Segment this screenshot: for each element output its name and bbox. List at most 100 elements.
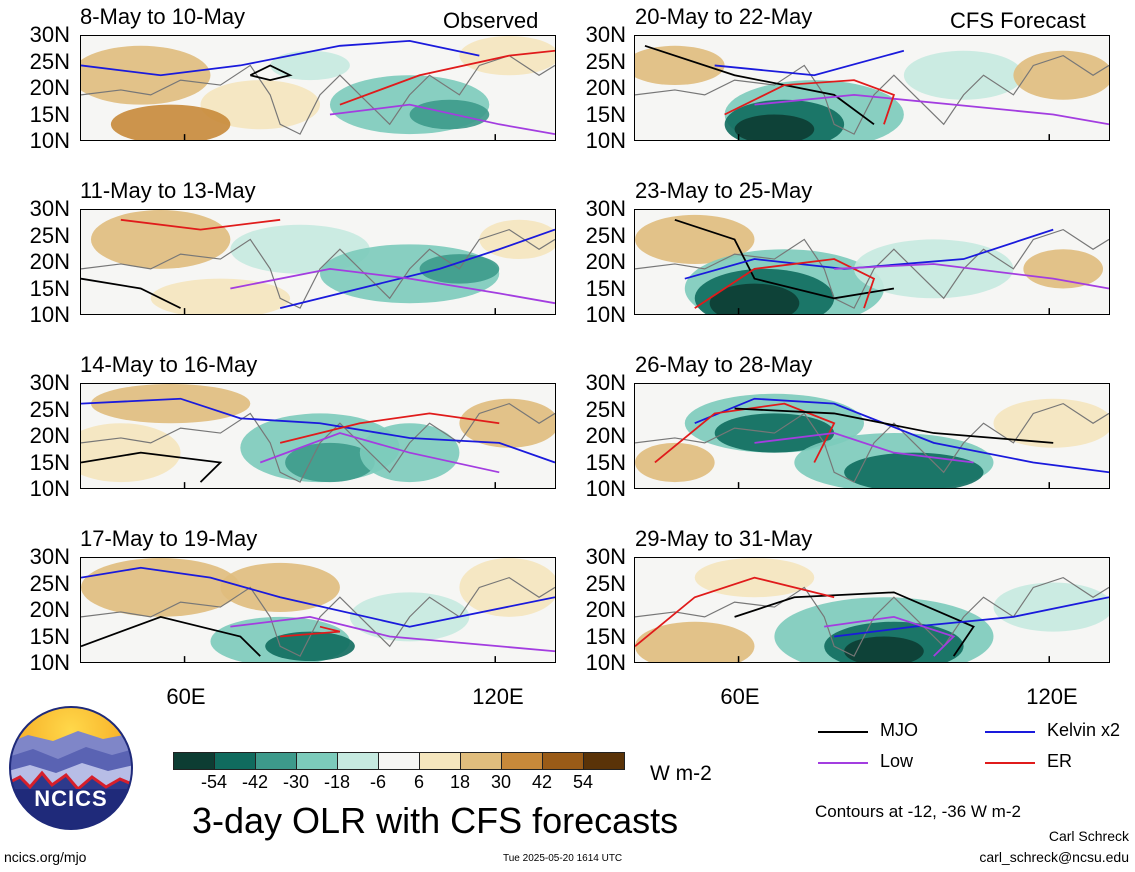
contour-low	[230, 615, 555, 653]
olr-anomaly-area	[635, 45, 725, 86]
contour-mjo	[249, 64, 293, 82]
contour-kelvin-x2	[81, 397, 555, 464]
contour-er	[654, 402, 836, 464]
olr-anomaly-area	[285, 442, 375, 483]
lat-tick-20n-right: 20N	[585, 597, 626, 622]
contour-mjo	[81, 451, 223, 483]
olr-anomaly-area	[220, 562, 340, 612]
lat-tick-10n-right: 10N	[585, 302, 626, 327]
colorbar-label: -42	[241, 772, 268, 792]
colorbar-label: -30	[282, 772, 309, 792]
map-panel-5	[634, 35, 1110, 141]
colorbar-cell	[214, 752, 256, 770]
contour-low	[259, 432, 500, 474]
olr-anomaly-area	[150, 278, 291, 314]
olr-anomaly-area	[734, 114, 815, 140]
coastline	[81, 228, 555, 309]
olr-anomaly-area	[709, 283, 800, 314]
units-label: W m-2	[650, 762, 712, 785]
panel-7-period: 26-May to 28-May	[635, 352, 813, 377]
legend-kelvin-line	[985, 731, 1035, 733]
lat-tick-20n-left: 20N	[29, 75, 70, 100]
lat-tick-15n-right: 15N	[585, 449, 626, 475]
colorbar-cell	[542, 752, 584, 770]
lat-tick-15n-left: 15N	[29, 449, 70, 475]
lat-tick-20n-left: 20N	[29, 249, 70, 274]
lat-tick-10n-left: 10N	[29, 302, 70, 327]
map-panel-2	[80, 209, 556, 315]
contour-er	[635, 576, 835, 647]
olr-map	[635, 384, 1109, 488]
olr-anomaly-area	[90, 384, 251, 424]
panel-3-period: 14-May to 16-May	[80, 352, 258, 377]
olr-map	[635, 558, 1109, 662]
contour-low	[824, 615, 956, 657]
olr-anomaly-area	[110, 104, 231, 140]
lat-tick-10n-left: 10N	[29, 650, 70, 675]
lat-tick-30n-right: 30N	[585, 22, 626, 47]
olr-anomaly-area	[90, 210, 231, 269]
lat-tick-15n-left: 15N	[29, 623, 70, 649]
lat-tick-25n-left: 25N	[29, 48, 70, 74]
olr-anomaly-area	[635, 621, 755, 662]
lat-tick-15n-right: 15N	[585, 623, 626, 649]
contour-low	[754, 93, 1109, 126]
olr-anomaly-area	[903, 50, 1024, 100]
figure-title: 3-day OLR with CFS forecasts	[192, 800, 679, 841]
coastline	[635, 54, 1109, 135]
colorbar-label: 18	[449, 772, 471, 792]
olr-anomaly-area	[81, 423, 181, 483]
observed-label: Observed	[443, 8, 539, 33]
contour-mjo	[81, 277, 181, 309]
lon-tick-60e-left: 60E	[166, 684, 206, 709]
legend-low-label: Low	[880, 751, 914, 771]
colorbar-label: 54	[572, 772, 594, 792]
olr-map	[81, 384, 555, 488]
lat-tick-20n-left: 20N	[29, 423, 70, 448]
map-panel-6	[634, 209, 1110, 315]
contour-kelvin-x2	[81, 566, 555, 628]
contour-note: Contours at -12, -36 W m-2	[815, 802, 1021, 821]
contour-kelvin-x2	[279, 228, 555, 309]
lat-tick-30n-left: 30N	[29, 370, 70, 395]
website-url: ncics.org/mjo	[4, 849, 87, 865]
contour-kelvin-x2	[81, 40, 480, 77]
colorbar-label: -18	[323, 772, 350, 792]
author-email: carl_schreck@ncsu.edu	[979, 849, 1129, 865]
forecast-label: CFS Forecast	[950, 8, 1086, 33]
contour-low	[754, 432, 974, 464]
contour-er	[724, 79, 896, 125]
lat-tick-10n-right: 10N	[585, 128, 626, 153]
legend-kelvin-label: Kelvin x2	[1047, 720, 1121, 740]
colorbar-cell	[255, 752, 297, 770]
contour-er	[279, 412, 500, 444]
lat-tick-30n-left: 30N	[29, 196, 70, 221]
lat-tick-15n-left: 15N	[29, 275, 70, 301]
contour-mjo	[734, 591, 975, 657]
legend-low-line	[818, 762, 868, 764]
lat-tick-25n-right: 25N	[585, 48, 626, 74]
lat-tick-15n-right: 15N	[585, 275, 626, 301]
legend-er-line	[985, 762, 1035, 764]
olr-anomaly-area	[1013, 50, 1109, 100]
colorbar-label: 30	[490, 772, 512, 792]
coastline	[81, 54, 555, 135]
lat-tick-25n-right: 25N	[585, 396, 626, 422]
olr-anomaly-area	[635, 214, 755, 264]
lat-tick-30n-right: 30N	[585, 196, 626, 221]
lat-tick-25n-left: 25N	[29, 570, 70, 596]
contour-er	[694, 258, 876, 309]
map-panel-4	[80, 557, 556, 663]
contour-low	[329, 103, 555, 135]
colorbar-cell	[460, 752, 502, 770]
map-panel-7	[634, 383, 1110, 489]
olr-anomaly-area	[635, 442, 715, 483]
contour-low	[230, 267, 555, 305]
lon-tick-60e-right: 60E	[720, 684, 760, 709]
lat-tick-20n-left: 20N	[29, 597, 70, 622]
olr-anomaly-area	[844, 452, 984, 488]
colorbar-cell	[296, 752, 338, 770]
lat-tick-20n-right: 20N	[585, 249, 626, 274]
olr-anomaly-area	[409, 99, 490, 130]
lat-tick-25n-right: 25N	[585, 222, 626, 248]
